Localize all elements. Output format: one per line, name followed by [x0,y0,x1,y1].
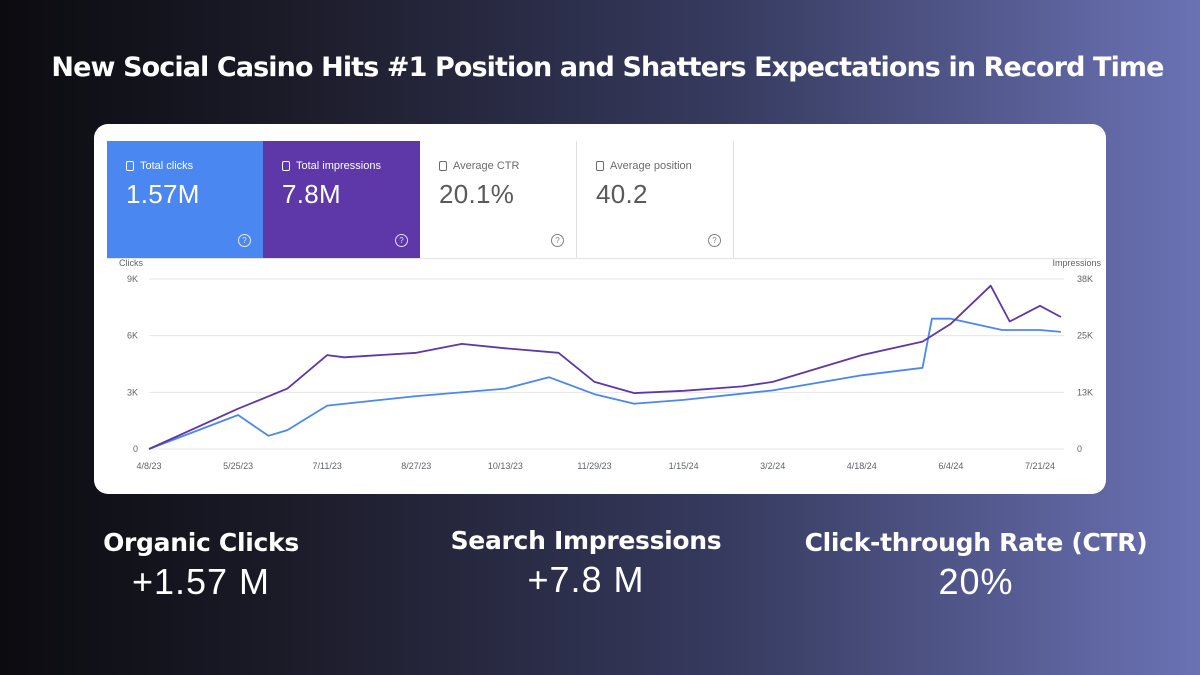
metric-total-clicks[interactable]: Total clicks 1.57M ? [107,141,263,258]
divider [107,258,1093,259]
stat-value: +1.57 M [131,561,271,602]
left-tick-label: 0 [133,444,138,454]
x-tick-label: 10/13/23 [488,461,523,471]
metric-total-impressions[interactable]: Total impressions 7.8M ? [263,141,420,258]
help-icon[interactable]: ? [708,234,721,247]
x-tick-label: 6/4/24 [938,461,963,471]
stat-search-impressions: Search Impressions +7.8 M [386,526,786,601]
metric-average-ctr[interactable]: Average CTR 20.1% ? [420,141,577,258]
left-tick-label: 9K [127,274,138,284]
right-axis-title: Impressions [1052,258,1101,268]
left-tick-label: 6K [127,331,138,341]
checkbox-icon[interactable] [439,161,447,171]
performance-chart: 0 0 3K 13K 6K 25K 9K 38K 4/8/23 5/25/23 7/11/23 8/2… [119,258,1102,471]
help-icon[interactable]: ? [395,234,408,247]
metric-label: Total clicks [140,160,194,172]
x-tick-label: 7/21/24 [1025,461,1055,471]
stat-label: Click-through Rate (CTR) [804,528,1148,557]
metric-average-position[interactable]: Average position 40.2 ? [577,141,734,258]
right-tick-label: 0 [1077,444,1082,454]
stat-organic-clicks: Organic Clicks +1.57 M [1,528,401,603]
checkbox-icon[interactable] [126,161,134,171]
impressions-series-line [148,284,1062,450]
x-tick-label: 4/8/23 [136,461,161,471]
stat-label: Organic Clicks [103,528,299,557]
stat-value: 20% [938,561,1014,602]
checkbox-icon[interactable] [596,161,604,171]
metric-label: Total impressions [296,160,381,172]
right-tick-label: 13K [1077,387,1093,397]
metric-value: 1.57M [126,179,200,209]
help-icon[interactable]: ? [238,234,251,247]
stat-ctr: Click-through Rate (CTR) 20% [776,528,1176,603]
checkbox-icon[interactable] [282,161,290,171]
left-tick-label: 3K [127,387,138,397]
x-tick-label: 1/15/24 [669,461,699,471]
search-console-card: Total clicks 1.57M ? Total impressions 7… [94,124,1106,494]
x-tick-label: 3/2/24 [760,461,785,471]
x-tick-label: 11/29/23 [577,461,611,471]
help-icon[interactable]: ? [551,234,564,247]
right-tick-label: 38K [1077,274,1093,284]
stat-value: +7.8 M [527,559,645,600]
x-tick-label: 8/27/23 [401,461,431,471]
right-tick-label: 25K [1077,331,1093,341]
metric-value: 7.8M [282,179,342,209]
clicks-series-line [148,317,1061,450]
x-tick-label: 5/25/23 [223,461,253,471]
x-tick-label: 4/18/24 [847,461,877,471]
stat-label: Search Impressions [450,526,722,555]
metric-value: 40.2 [596,179,648,209]
metric-value: 20.1% [439,179,515,209]
metric-label: Average CTR [453,160,520,172]
metric-label: Average position [610,160,692,172]
headline: New Social Casino Hits #1 Position and S… [51,52,1164,83]
left-axis-title: Clicks [119,258,143,268]
x-tick-label: 7/11/23 [313,461,342,471]
